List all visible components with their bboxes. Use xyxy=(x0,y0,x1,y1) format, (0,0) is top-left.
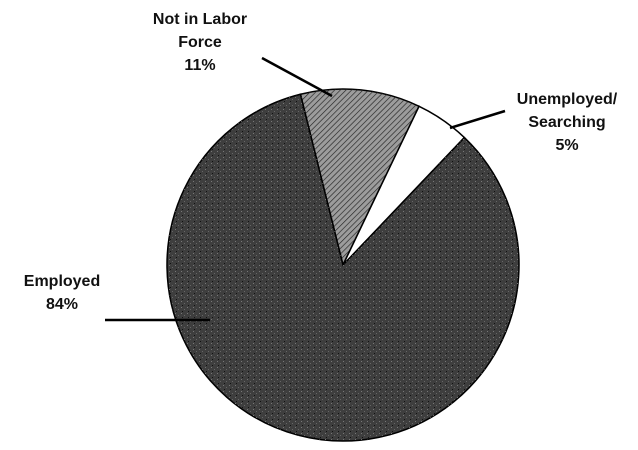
slice-label: Unemployed/Searching xyxy=(517,91,618,131)
slice-value-label: 84% xyxy=(46,296,78,313)
leader-line xyxy=(261,56,333,98)
slice-label: Employed xyxy=(24,273,100,290)
leader-line xyxy=(449,109,506,130)
slice-value-label: 11% xyxy=(184,57,215,74)
slice-value-label: 5% xyxy=(555,137,578,154)
slice-label: Not in Labor Force xyxy=(153,11,247,51)
pie xyxy=(166,88,520,442)
